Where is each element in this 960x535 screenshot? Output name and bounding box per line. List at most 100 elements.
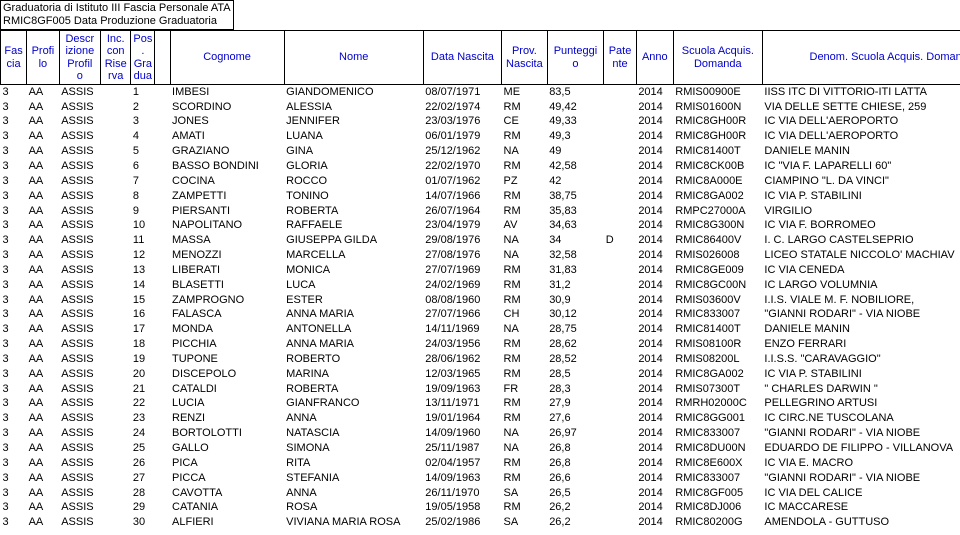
table-cell: I.I.S.S. "CARAVAGGIO" bbox=[762, 352, 960, 367]
table-cell: 9 bbox=[131, 204, 155, 219]
table-cell: RMIC81400T bbox=[673, 144, 762, 159]
table-cell: ASSIS bbox=[59, 441, 100, 456]
table-cell: GIANFRANCO bbox=[284, 396, 423, 411]
table-cell: MENOZZI bbox=[170, 248, 284, 263]
table-cell: ASSIS bbox=[59, 486, 100, 501]
table-cell: 83,5 bbox=[547, 84, 604, 99]
table-cell: 2014 bbox=[636, 218, 673, 233]
table-cell: 27 bbox=[131, 471, 155, 486]
table-cell: 2014 bbox=[636, 367, 673, 382]
hdr-scuola: Scuola Acquis.Domanda bbox=[673, 31, 762, 84]
table-cell: 2014 bbox=[636, 248, 673, 263]
table-cell: 2014 bbox=[636, 515, 673, 530]
table-cell: PELLEGRINO ARTUSI bbox=[762, 396, 960, 411]
table-cell bbox=[155, 515, 170, 530]
table-cell bbox=[155, 189, 170, 204]
table-cell: IC VIA P. STABILINI bbox=[762, 367, 960, 382]
table-cell: 30 bbox=[131, 515, 155, 530]
table-cell bbox=[155, 84, 170, 99]
hdr-inc: Inc.conRiserva bbox=[100, 31, 130, 84]
table-cell: 3 bbox=[1, 500, 27, 515]
table-cell: ROBERTA bbox=[284, 382, 423, 397]
table-cell: IC LARGO VOLUMNIA bbox=[762, 278, 960, 293]
table-row: 3AAASSIS19TUPONEROBERTO28/06/1962RM28,52… bbox=[1, 352, 960, 367]
table-cell: NA bbox=[502, 322, 548, 337]
table-cell: RMIC8GG001 bbox=[673, 411, 762, 426]
table-cell: 26 bbox=[131, 456, 155, 471]
table-row: 3AAASSIS27PICCASTEFANIA14/09/1963RM26,62… bbox=[1, 471, 960, 486]
table-cell: 12/03/1965 bbox=[423, 367, 501, 382]
table-cell bbox=[100, 129, 130, 144]
table-cell bbox=[100, 100, 130, 115]
table-cell bbox=[100, 382, 130, 397]
table-cell bbox=[604, 471, 637, 486]
table-cell bbox=[155, 456, 170, 471]
table-cell: 2014 bbox=[636, 144, 673, 159]
table-cell bbox=[155, 337, 170, 352]
table-cell: ROBERTA bbox=[284, 204, 423, 219]
table-cell: 20 bbox=[131, 367, 155, 382]
table-cell: RMIC8GA002 bbox=[673, 189, 762, 204]
title-line-2: RMIC8GF005 Data Produzione Graduatoria bbox=[3, 15, 231, 28]
table-cell: 3 bbox=[1, 129, 27, 144]
table-cell bbox=[604, 129, 637, 144]
table-cell: MARCELLA bbox=[284, 248, 423, 263]
table-cell: ASSIS bbox=[59, 352, 100, 367]
table-cell: "GIANNI RODARI" - VIA NIOBE bbox=[762, 426, 960, 441]
table-cell: 2014 bbox=[636, 337, 673, 352]
table-cell: ESTER bbox=[284, 293, 423, 308]
table-cell: AA bbox=[27, 248, 60, 263]
table-cell: 14 bbox=[131, 278, 155, 293]
table-cell: 3 bbox=[1, 84, 27, 99]
table-cell: GIANDOMENICO bbox=[284, 84, 423, 99]
table-cell: 19/01/1964 bbox=[423, 411, 501, 426]
table-cell: 26,6 bbox=[547, 471, 604, 486]
table-cell: 2014 bbox=[636, 322, 673, 337]
table-cell: 22/02/1974 bbox=[423, 100, 501, 115]
table-row: 3AAASSIS30ALFIERIVIVIANA MARIA ROSA25/02… bbox=[1, 515, 960, 530]
table-cell: 2014 bbox=[636, 263, 673, 278]
table-cell: 23/04/1979 bbox=[423, 218, 501, 233]
table-cell: ASSIS bbox=[59, 456, 100, 471]
table-cell: 23 bbox=[131, 411, 155, 426]
table-cell: 2014 bbox=[636, 471, 673, 486]
table-cell bbox=[604, 426, 637, 441]
table-row: 3AAASSIS29CATANIAROSA19/05/1958RM26,2201… bbox=[1, 500, 960, 515]
table-cell: 3 bbox=[1, 218, 27, 233]
table-cell: ASSIS bbox=[59, 129, 100, 144]
table-cell: IC CIRC.NE TUSCOLANA bbox=[762, 411, 960, 426]
table-cell: RM bbox=[502, 129, 548, 144]
table-cell: 25/11/1987 bbox=[423, 441, 501, 456]
table-cell: RMIS00900E bbox=[673, 84, 762, 99]
table-cell bbox=[604, 114, 637, 129]
table-cell: 2014 bbox=[636, 204, 673, 219]
table-cell bbox=[604, 382, 637, 397]
table-cell bbox=[604, 218, 637, 233]
table-cell: 3 bbox=[1, 293, 27, 308]
table-row: 3AAASSIS4AMATILUANA06/01/1979RM49,32014R… bbox=[1, 129, 960, 144]
table-cell: AA bbox=[27, 441, 60, 456]
table-cell: AA bbox=[27, 159, 60, 174]
table-cell: RM bbox=[502, 471, 548, 486]
table-cell: 21 bbox=[131, 382, 155, 397]
title-box: Graduatoria di Istituto III Fascia Perso… bbox=[0, 0, 234, 30]
table-row: 3AAASSIS8ZAMPETTITONINO14/07/1966RM38,75… bbox=[1, 189, 960, 204]
table-cell: JENNIFER bbox=[284, 114, 423, 129]
table-row: 3AAASSIS16FALASCAANNA MARIA27/07/1966CH3… bbox=[1, 307, 960, 322]
table-cell bbox=[155, 263, 170, 278]
table-cell: AA bbox=[27, 144, 60, 159]
table-cell: PICCHIA bbox=[170, 337, 284, 352]
table-cell: IC VIA DELL'AEROPORTO bbox=[762, 129, 960, 144]
table-cell: GIUSEPPA GILDA bbox=[284, 233, 423, 248]
table-cell: DANIELE MANIN bbox=[762, 322, 960, 337]
table-cell: AA bbox=[27, 278, 60, 293]
table-cell: ASSIS bbox=[59, 189, 100, 204]
table-cell: AA bbox=[27, 218, 60, 233]
table-cell: ROBERTO bbox=[284, 352, 423, 367]
table-cell: RMIC8GA002 bbox=[673, 367, 762, 382]
table-cell: AA bbox=[27, 84, 60, 99]
table-cell: AA bbox=[27, 486, 60, 501]
table-cell: STEFANIA bbox=[284, 471, 423, 486]
table-cell: RM bbox=[502, 396, 548, 411]
table-cell: DISCEPOLO bbox=[170, 367, 284, 382]
